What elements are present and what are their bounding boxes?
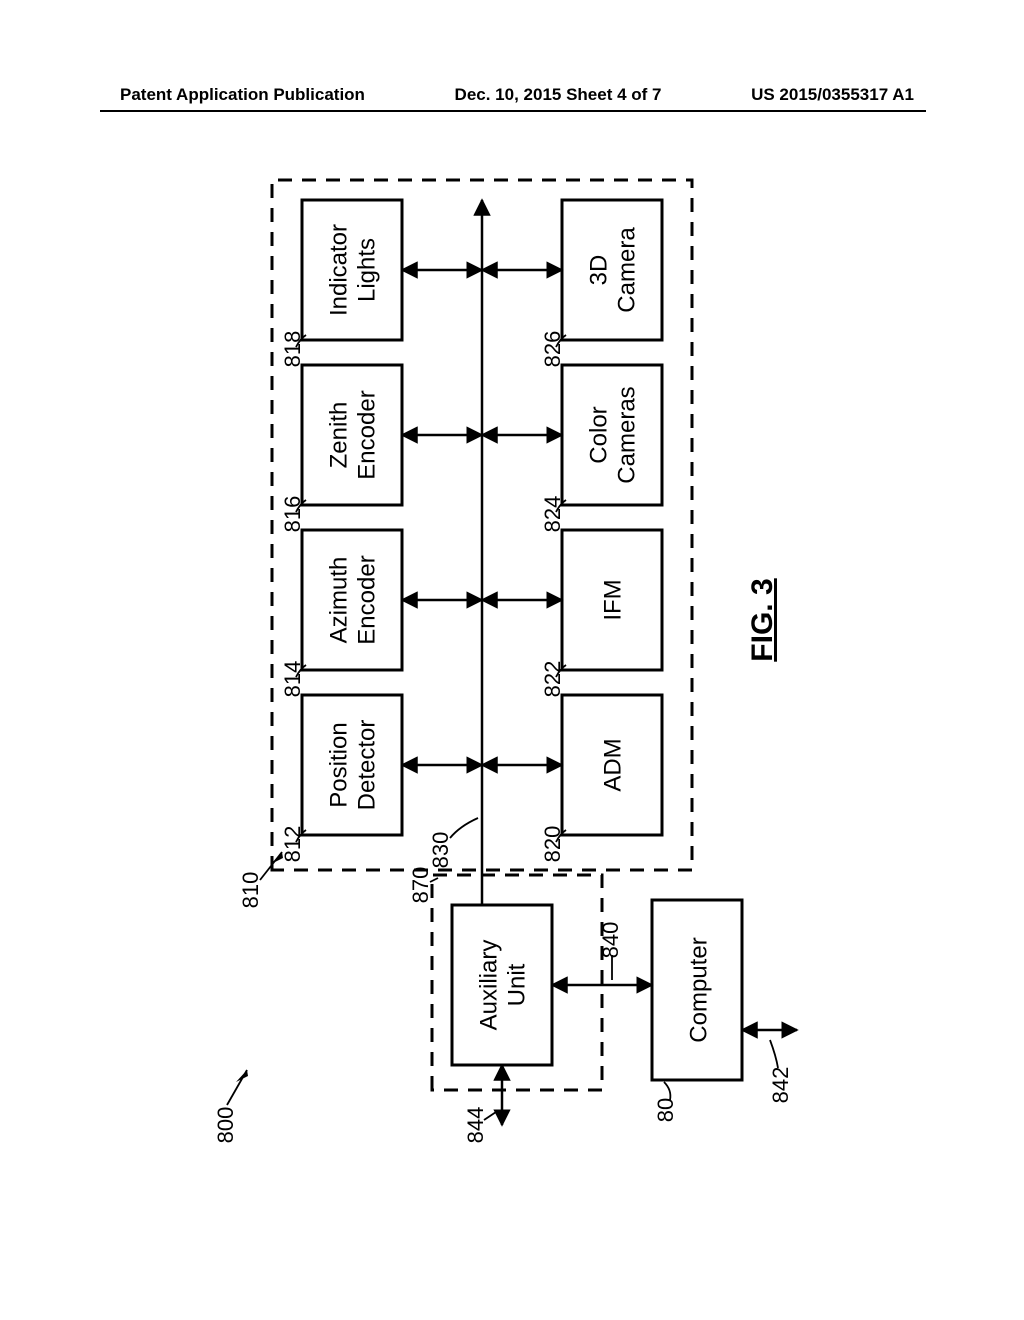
svg-text:Zenith: Zenith [325,402,352,469]
box-azimuth-encoder: Azimuth Encoder [302,530,402,670]
box-color-cameras: Color Cameras [562,365,662,505]
ref-80: 80 [653,1098,678,1122]
header-center: Dec. 10, 2015 Sheet 4 of 7 [455,85,662,105]
svg-text:Unit: Unit [503,963,530,1006]
svg-text:Color: Color [585,406,612,463]
ref-842: 842 [768,1067,793,1104]
svg-text:Detector: Detector [353,720,380,811]
ref-830: 830 [428,832,453,869]
svg-text:Camera: Camera [613,227,640,313]
svg-text:Cameras: Cameras [613,386,640,483]
svg-text:Encoder: Encoder [353,555,380,644]
page-root: Patent Application Publication Dec. 10, … [0,0,1024,1320]
box-indicator-lights: Indicator Lights [302,200,402,340]
svg-text:ADM: ADM [599,738,626,791]
svg-text:Azimuth: Azimuth [325,557,352,644]
ref-810: 810 [238,872,263,909]
svg-text:Encoder: Encoder [353,390,380,479]
svg-text:Indicator: Indicator [325,224,352,316]
svg-text:3D: 3D [585,255,612,286]
ref-822: 822 [540,661,565,698]
svg-text:IFM: IFM [599,579,626,620]
ref-814: 814 [280,661,305,698]
header-rule [100,110,926,112]
box-computer: Computer [652,900,742,1080]
ref-816: 816 [280,496,305,533]
page-header: Patent Application Publication Dec. 10, … [0,80,1024,110]
box-3d-camera: 3D Camera [562,200,662,340]
box-auxiliary-unit: Auxiliary Unit [452,905,552,1065]
ref-826: 826 [540,331,565,368]
ref-800: 800 [213,1107,238,1144]
ref-824: 824 [540,496,565,533]
diagram-rotated-container: 800 810 Position Detector 812 Azimuth En… [192,140,832,1180]
ref-818: 818 [280,331,305,368]
svg-text:Auxiliary: Auxiliary [475,940,502,1031]
ref-820: 820 [540,826,565,863]
box-ifm: IFM [562,530,662,670]
ref-870: 870 [408,867,433,904]
box-zenith-encoder: Zenith Encoder [302,365,402,505]
box-adm: ADM [562,695,662,835]
box-position-detector: Position Detector [302,695,402,835]
svg-text:Computer: Computer [685,937,712,1042]
lead-830 [450,818,478,838]
svg-text:Position: Position [325,722,352,807]
ref-840: 840 [598,922,623,959]
ref-812: 812 [280,826,305,863]
block-diagram: 800 810 Position Detector 812 Azimuth En… [192,140,832,1180]
svg-text:Lights: Lights [353,238,380,302]
ref-844: 844 [463,1107,488,1144]
header-left: Patent Application Publication [120,85,365,105]
header-right: US 2015/0355317 A1 [751,85,914,105]
lead-842 [770,1040,778,1068]
figure-label: FIG. 3 [746,578,779,661]
